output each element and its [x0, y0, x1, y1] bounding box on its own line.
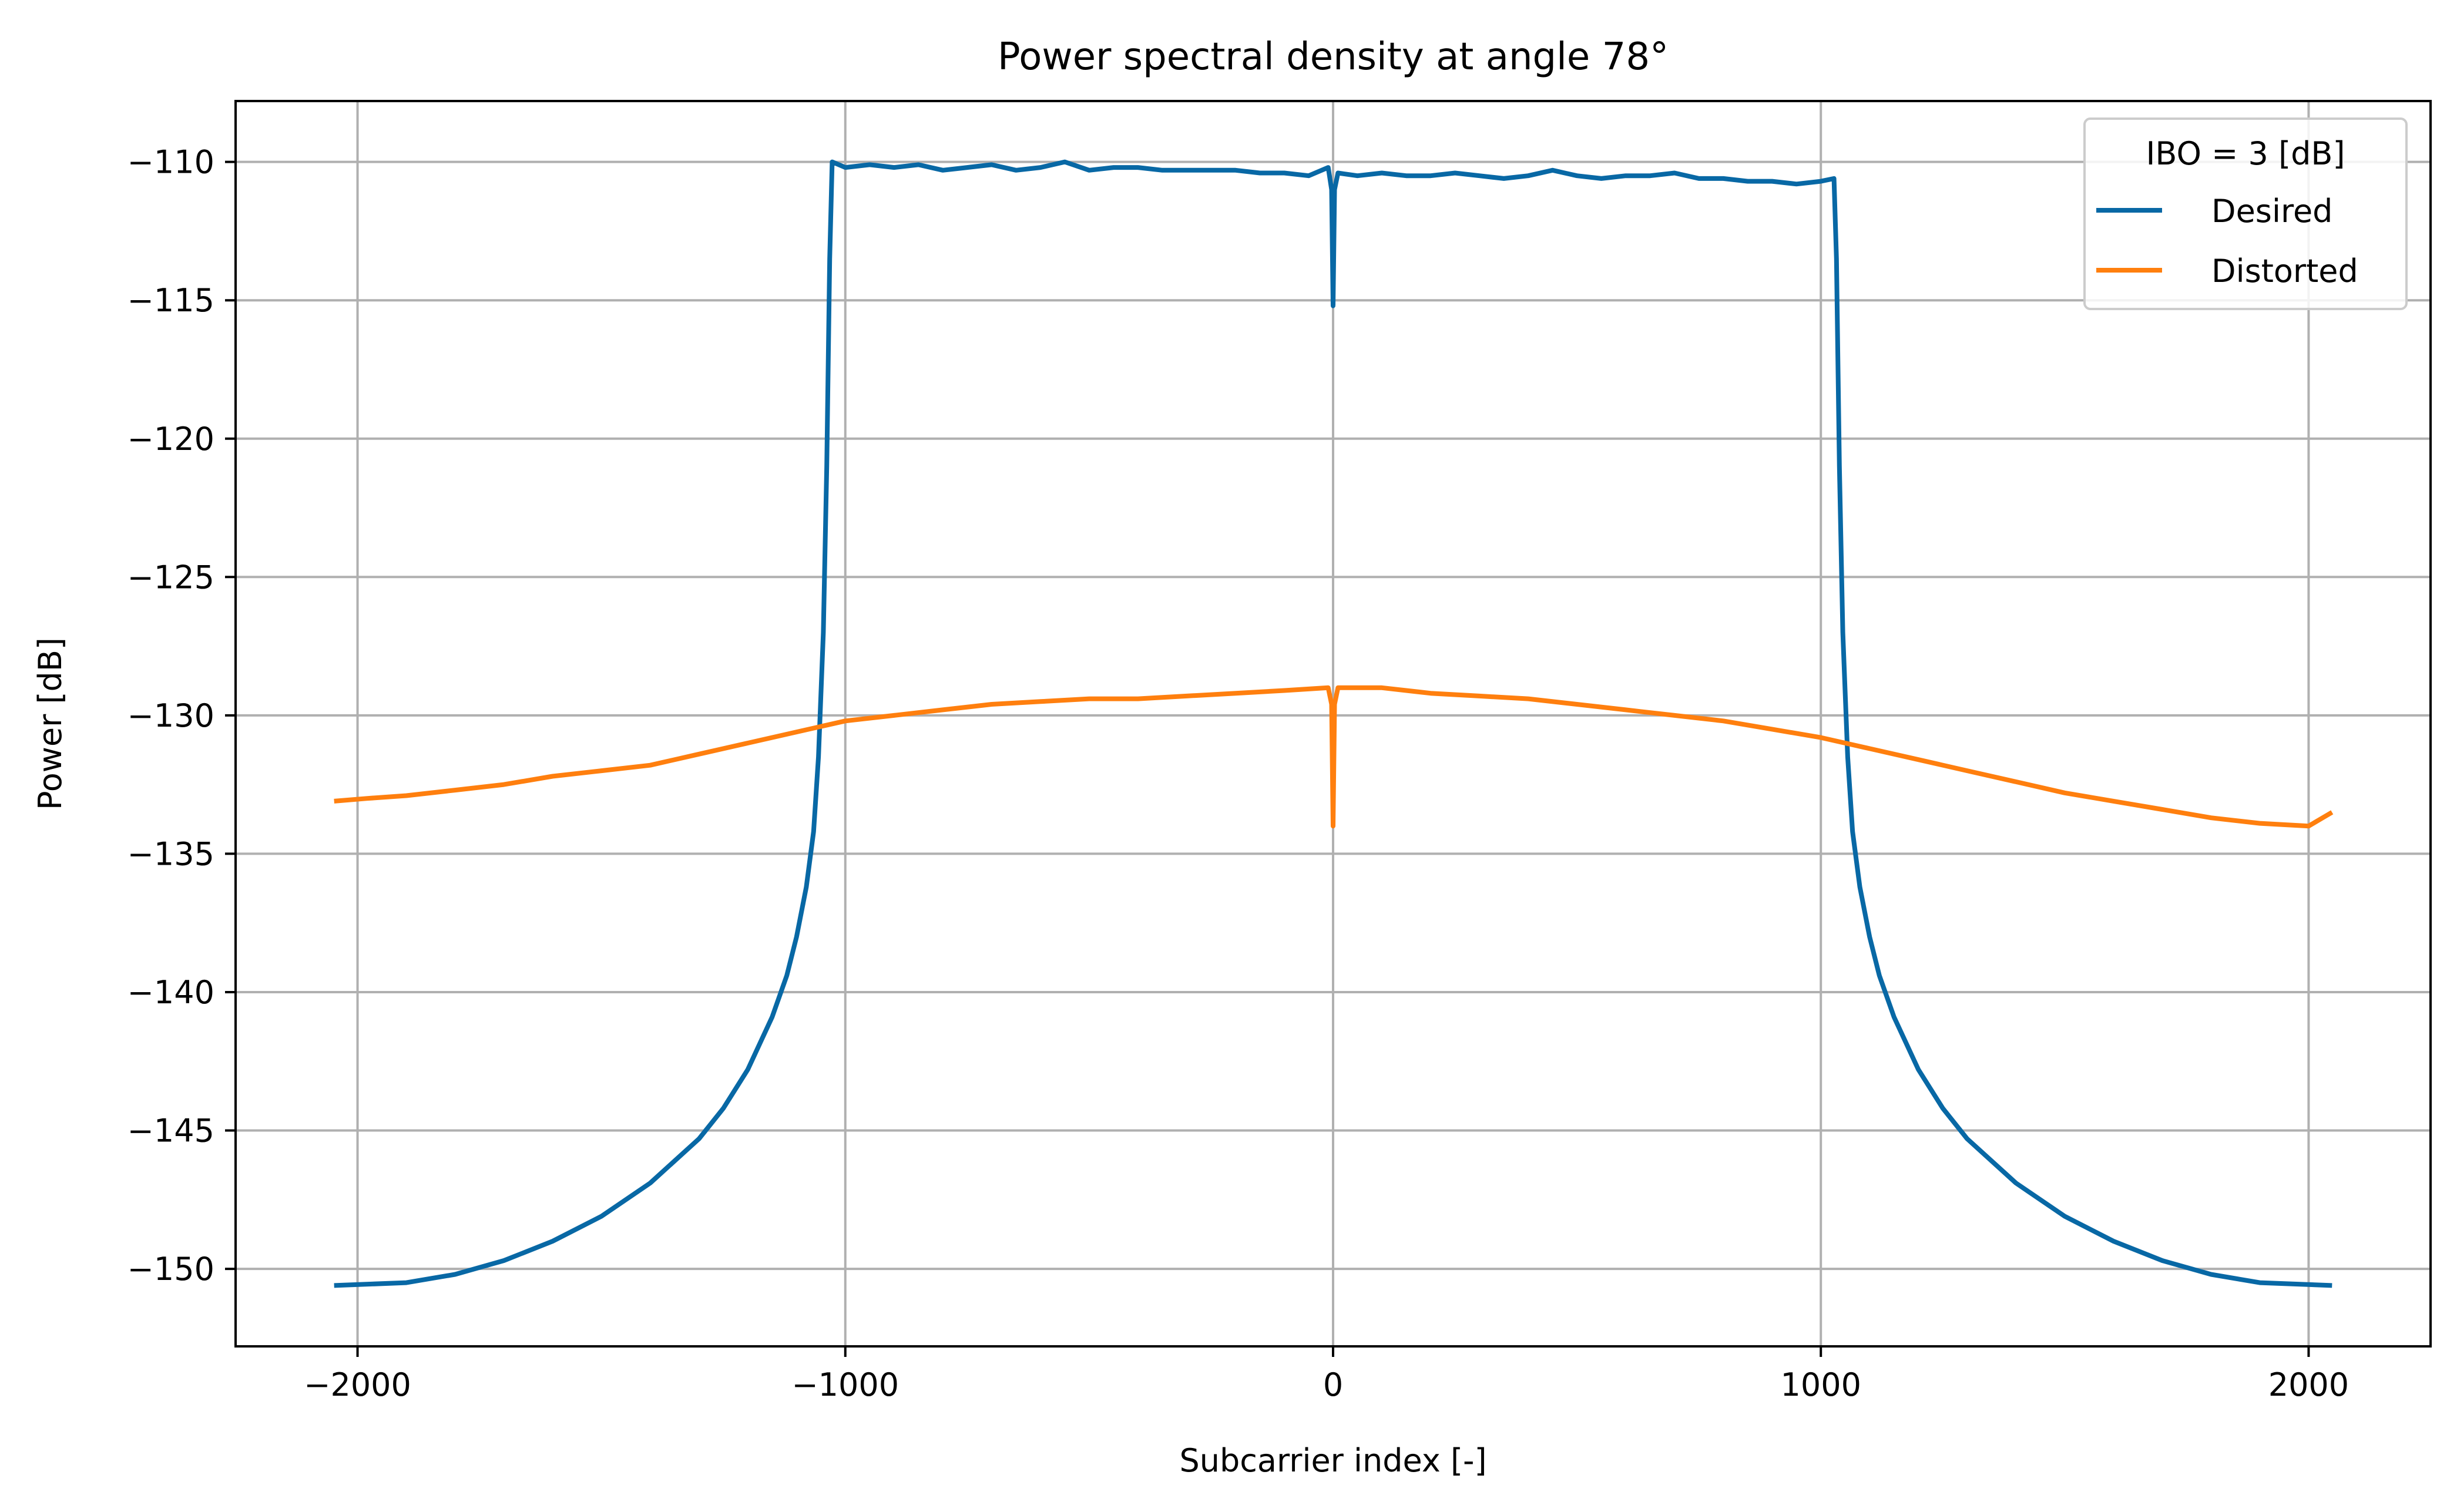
x-tick-label: 0 — [1323, 1366, 1343, 1403]
x-axis-ticks: −2000 −1000 0 1000 2000 — [304, 1346, 2349, 1403]
chart-title: Power spectral density at angle 78° — [998, 35, 1669, 79]
legend-title: IBO = 3 [dB] — [2146, 135, 2345, 172]
y-tick-label: −150 — [127, 1251, 214, 1288]
y-tick-label: −135 — [127, 835, 214, 872]
x-tick-label: −2000 — [304, 1366, 411, 1403]
x-tick-label: −1000 — [791, 1366, 899, 1403]
legend-label-distorted: Distorted — [2211, 253, 2358, 290]
y-tick-label: −115 — [127, 282, 214, 319]
x-tick-label: 1000 — [1781, 1366, 1861, 1403]
series-lines — [334, 159, 2334, 1288]
x-tick-label: 2000 — [2268, 1366, 2349, 1403]
legend-label-desired: Desired — [2211, 193, 2332, 230]
y-tick-label: −120 — [127, 421, 214, 458]
series-line-distorted — [334, 685, 2334, 829]
x-axis-label: Subcarrier index [-] — [1179, 1442, 1486, 1479]
y-tick-label: −125 — [127, 559, 214, 596]
y-tick-label: −130 — [127, 697, 214, 734]
y-axis-ticks: −110 −115 −120 −125 −130 −135 −140 −145 −150 — [127, 144, 236, 1288]
legend-box — [2083, 117, 2408, 310]
y-tick-label: −140 — [127, 974, 214, 1011]
y-axis-label: Power [dB] — [32, 637, 69, 810]
y-tick-label: −110 — [127, 144, 214, 181]
legend: IBO = 3 [dB] Desired Distorted — [2083, 117, 2408, 310]
y-tick-label: −145 — [127, 1113, 214, 1150]
series-line-desired — [334, 159, 2332, 1288]
